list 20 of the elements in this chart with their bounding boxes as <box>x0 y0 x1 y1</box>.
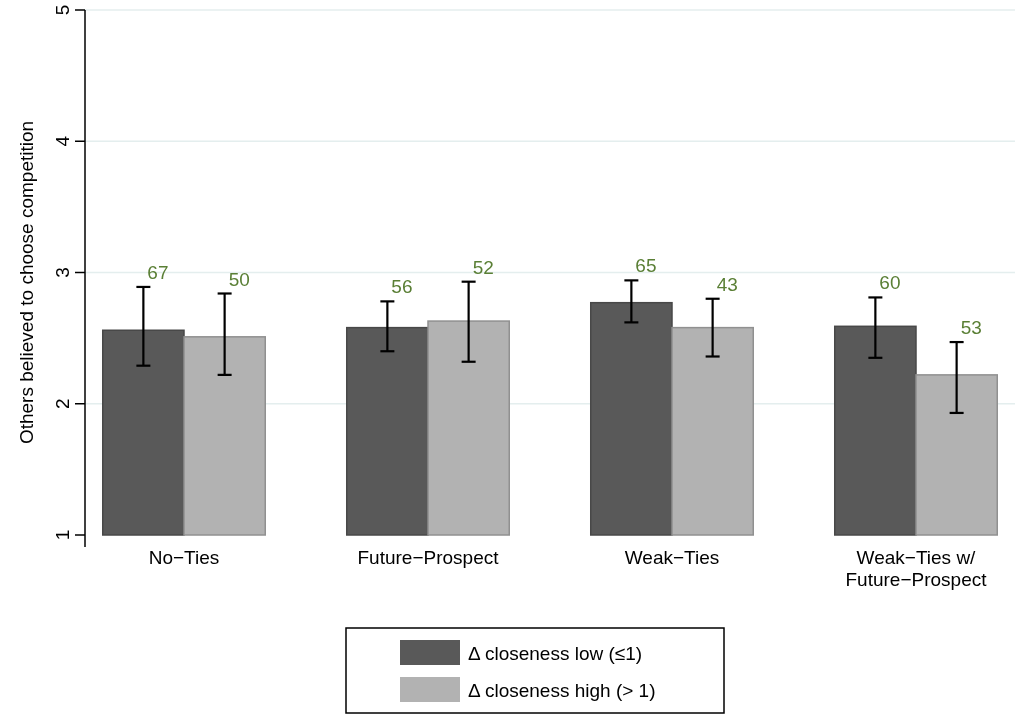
x-tick-label: Weak−Ties w/ Future−Prospect <box>845 547 988 590</box>
y-tick-label: 1 <box>52 529 73 541</box>
annotation: 52 <box>472 256 494 278</box>
y-tick-label: 4 <box>52 135 73 147</box>
annotation: 67 <box>147 261 169 283</box>
annotation: 60 <box>879 272 901 294</box>
annotation: 65 <box>635 255 657 277</box>
annotation: 56 <box>391 276 413 298</box>
y-tick-label: 5 <box>52 4 73 16</box>
y-tick-label: 3 <box>52 267 73 278</box>
legend-label: Δ closeness low (≤1) <box>468 643 643 664</box>
legend-label: Δ closeness high (> 1) <box>468 680 656 701</box>
annotation: 53 <box>960 317 982 339</box>
annotation: 43 <box>716 273 738 295</box>
x-tick-label: Future−Prospect <box>357 547 500 568</box>
y-axis-title: Others believed to choose competition <box>16 120 37 445</box>
x-tick-label: No−Ties <box>148 547 220 568</box>
x-tick-label: Weak−Ties <box>624 547 720 568</box>
y-tick-label: 2 <box>52 398 73 410</box>
annotation: 50 <box>228 268 250 290</box>
